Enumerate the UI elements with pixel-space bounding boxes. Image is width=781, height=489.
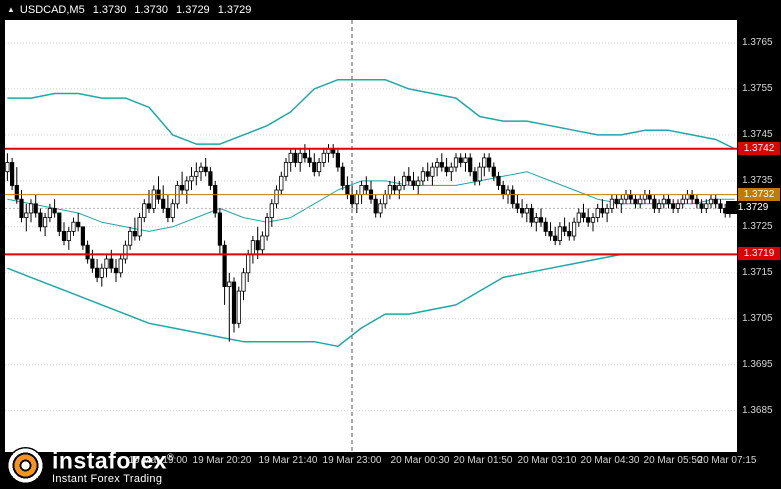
time-axis-label: 19 Mar 19:00 [128,455,188,466]
price-axis-label: 1.3765 [742,36,773,48]
instaforex-watermark: instaforex® Instant Forex Trading [7,446,174,485]
instaforex-brand-text: instaforex® [52,446,174,472]
time-axis-label: 20 Mar 05:50 [643,455,703,466]
price-tag-1.3719: 1.3719 [738,247,780,261]
instaforex-text-block: instaforex® Instant Forex Trading [52,446,174,485]
candlestick-chart [5,20,737,452]
price-axis-label: 1.3725 [742,220,773,232]
chart-plot-area[interactable] [5,20,737,452]
instaforex-tagline: Instant Forex Trading [52,472,163,485]
time-axis-label: 20 Mar 07:15 [697,455,757,466]
ohlc-high-value: 1.3730 [134,4,169,16]
brand-name: instaforex [52,447,167,474]
price-axis-label: 1.3745 [742,128,773,140]
time-axis-label: 19 Mar 20:20 [192,455,252,466]
price-axis-label: 1.3755 [742,82,773,94]
price-tag-1.3732: 1.3732 [738,187,780,201]
price-axis[interactable]: 1.3765 1.3755 1.3745 1.3735 1.3725 1.3715 1.37… [726,0,781,489]
time-axis-label: 20 Mar 01:50 [453,455,513,466]
chart-title-bar: ▲ USDCAD,M5 1.3730 1.3730 1.3729 1.3729 [0,0,737,20]
ohlc-low-value: 1.3729 [176,4,210,16]
price-tag-1.3729: 1.3729 [726,201,780,215]
ohlc-open-value: 1.3730 [92,4,127,16]
ohlc-close-value: 1.3729 [217,4,252,16]
price-axis-label: 1.3695 [742,358,773,370]
time-axis[interactable]: 19 Mar 19:00 19 Mar 20:20 19 Mar 21:40 19 M… [5,455,757,469]
price-axis-label: 1.3715 [742,266,773,278]
instaforex-logo-icon [7,446,44,484]
price-tag-1.3742: 1.3742 [738,141,780,155]
price-axis-label: 1.3705 [742,312,773,324]
chart-symbol-label: USDCAD,M5 [19,4,85,16]
time-axis-label: 19 Mar 23:00 [322,455,382,466]
registered-mark: ® [166,452,175,462]
price-axis-label: 1.3685 [742,404,773,416]
price-axis-label: 1.3735 [742,174,773,186]
time-axis-label: 20 Mar 03:10 [517,455,577,466]
time-axis-label: 19 Mar 21:40 [258,455,318,466]
time-axis-label: 20 Mar 00:30 [390,455,450,466]
time-axis-label: 20 Mar 04:30 [580,455,640,466]
chart-symbol-icon: ▲ [7,5,15,14]
